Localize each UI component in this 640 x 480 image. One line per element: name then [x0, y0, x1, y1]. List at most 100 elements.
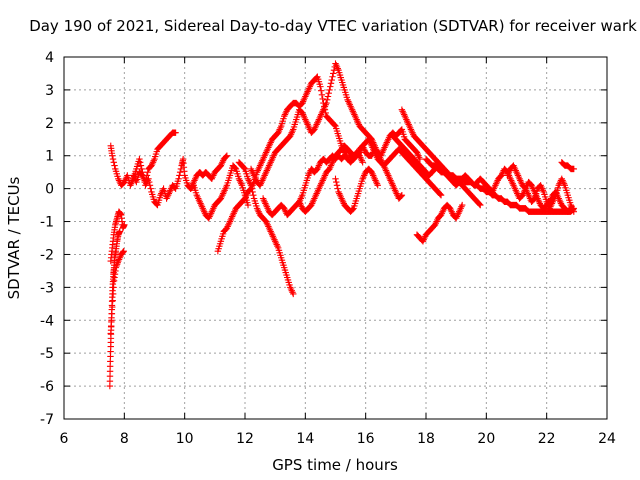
data-point	[324, 96, 331, 103]
data-point	[143, 172, 151, 179]
y-axis-label: SDTVAR / TECUs	[5, 176, 23, 299]
data-point	[175, 175, 182, 182]
data-point	[231, 164, 239, 172]
data-point	[318, 91, 326, 99]
data-point	[328, 76, 335, 84]
data-point	[108, 310, 116, 317]
data-point	[398, 192, 406, 199]
data-point	[570, 165, 578, 173]
y-tick-label: -4	[40, 313, 54, 329]
data-point	[530, 196, 538, 203]
series-arc-6	[187, 152, 231, 192]
y-tick-label: -2	[40, 247, 54, 263]
data-point	[109, 297, 116, 304]
data-point	[107, 330, 114, 337]
x-axis-label: GPS time / hours	[272, 456, 398, 474]
data-point	[324, 93, 332, 100]
series-arc-2	[107, 208, 128, 265]
data-point	[107, 323, 115, 331]
data-point	[323, 99, 330, 107]
series-arc-3	[107, 247, 127, 337]
grid-lines	[64, 57, 607, 419]
x-tick-label: 22	[538, 431, 556, 447]
series-arc-4	[107, 142, 252, 222]
data-point	[317, 87, 325, 94]
y-tick-label: 4	[45, 50, 54, 66]
data-point	[244, 201, 252, 209]
data-point	[374, 182, 381, 189]
data-point	[247, 182, 255, 189]
data-point	[121, 221, 128, 229]
x-tick-label: 12	[236, 431, 254, 447]
data-point	[108, 317, 115, 324]
data-point	[334, 185, 341, 192]
data-point	[223, 152, 231, 159]
series-arc-15	[422, 155, 578, 215]
data-point	[317, 83, 324, 90]
y-tick-label: -3	[40, 280, 54, 296]
data-point	[326, 86, 333, 94]
data-point	[119, 248, 127, 256]
data-point	[144, 168, 151, 176]
data-point	[136, 159, 144, 166]
data-point	[109, 290, 117, 298]
data-point	[176, 168, 184, 176]
data-point	[146, 182, 154, 189]
chart-title: Day 190 of 2021, Sidereal Day-to-day VTE…	[29, 17, 637, 35]
data-point	[330, 70, 337, 77]
x-tick-label: 18	[417, 431, 435, 447]
series-arc-7	[214, 73, 424, 255]
data-point	[111, 162, 118, 169]
x-tick-label: 10	[176, 431, 194, 447]
data-point	[137, 162, 145, 169]
data-point	[143, 175, 150, 182]
x-tick-label: 8	[120, 431, 129, 447]
data-point	[459, 201, 466, 209]
data-point	[325, 90, 332, 97]
series-arc-16	[504, 162, 578, 215]
data-point	[327, 83, 334, 90]
data-point	[136, 155, 143, 163]
data-point	[172, 129, 179, 136]
data-point	[288, 287, 295, 294]
data-point	[333, 178, 340, 186]
y-tick-label: 2	[45, 116, 54, 132]
data-point	[120, 247, 127, 255]
y-axis-ticks: 4 3 2 1 0 -1 -2 -3 -4 -5 -6 -7	[40, 50, 607, 428]
data-point	[109, 155, 117, 163]
data-point	[332, 175, 339, 182]
data-point	[249, 188, 256, 196]
data-point	[109, 303, 116, 311]
data-point	[248, 185, 255, 192]
x-axis-ticks: 6 8 10 12 14 16 18 20 22 24	[60, 57, 616, 447]
y-tick-label: 1	[45, 149, 54, 165]
data-point	[570, 208, 578, 215]
data-point	[109, 152, 116, 159]
data-point	[290, 290, 297, 298]
data-point	[416, 155, 424, 163]
series-arc-9	[247, 60, 406, 202]
data-point	[437, 191, 444, 198]
series-arc-13	[413, 201, 466, 245]
data-point	[331, 122, 338, 129]
plot-frame	[63, 56, 608, 420]
data-point	[147, 185, 154, 192]
x-tick-label: 20	[477, 431, 495, 447]
series-arc-5	[130, 129, 179, 186]
y-tick-label: -7	[40, 412, 54, 428]
data-point	[142, 178, 149, 186]
data-point	[349, 206, 357, 213]
data-point	[359, 159, 366, 166]
x-tick-label: 14	[296, 431, 314, 447]
data-point	[222, 153, 230, 160]
data-point	[437, 192, 445, 199]
data-point	[319, 95, 326, 103]
y-tick-label: -1	[40, 215, 54, 231]
data-point	[250, 192, 257, 199]
series-arc-18	[296, 142, 366, 215]
data-point	[327, 80, 335, 87]
x-tick-label: 24	[598, 431, 616, 447]
data-point	[110, 159, 117, 166]
data-point	[241, 164, 248, 172]
